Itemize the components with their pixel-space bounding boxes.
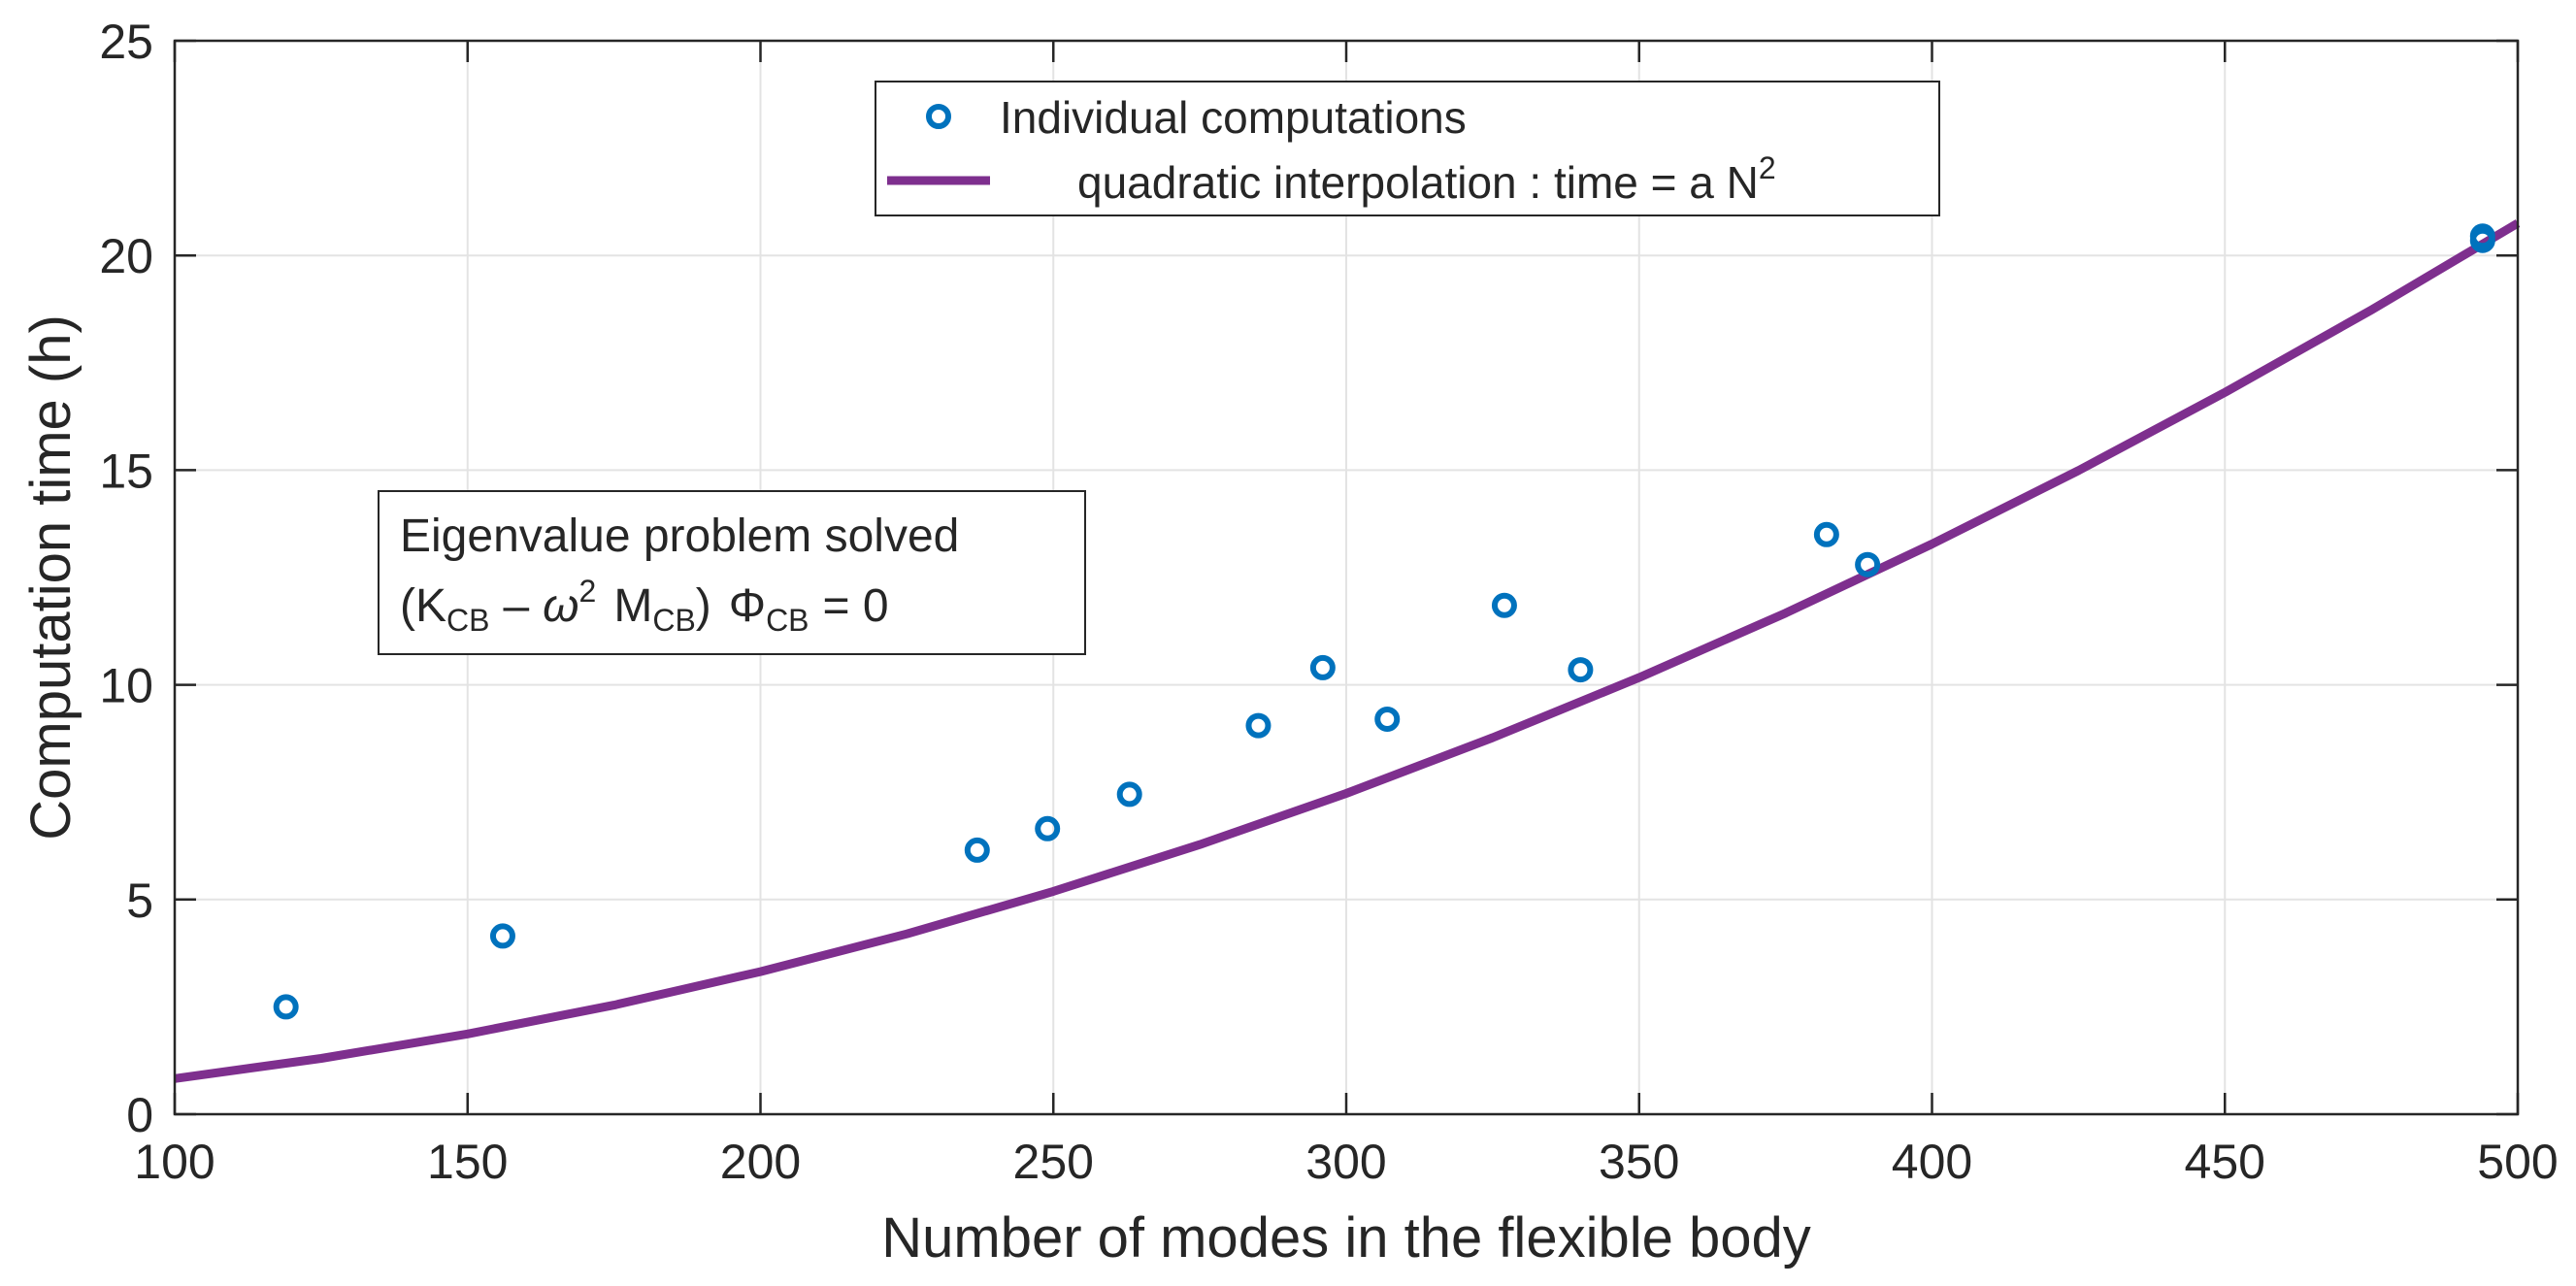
points-layer (273, 223, 2495, 1020)
legend-box (875, 81, 1940, 216)
data-point (1855, 551, 1881, 577)
data-point (964, 837, 990, 863)
tick-labels: 100 150 200 250 300 350 400 450 500 0 5 10 15 20 25 (99, 15, 2558, 1189)
data-point (1116, 781, 1142, 808)
x-tick-label: 400 (1892, 1135, 1972, 1189)
x-tick-label: 250 (1013, 1135, 1094, 1189)
x-tick-label: 150 (427, 1135, 508, 1189)
data-point (1035, 815, 1061, 841)
x-tick-label: 500 (2477, 1135, 2558, 1189)
x-tick-label: 350 (1599, 1135, 1679, 1189)
data-point (2469, 227, 2495, 253)
y-tick-label: 5 (126, 874, 153, 928)
y-tick-label: 0 (126, 1088, 153, 1142)
data-point (489, 923, 515, 949)
data-point (1568, 657, 1594, 683)
y-tick-label: 20 (99, 229, 153, 283)
data-point (1245, 712, 1271, 739)
annotation: Eigenvalue problem solved (KCB – ω2 MCB) ΦCB… (378, 490, 1086, 655)
data-point (273, 994, 299, 1020)
x-tick-label: 300 (1305, 1135, 1386, 1189)
annotation-line-1: Eigenvalue problem solved (400, 511, 959, 562)
data-point (1491, 592, 1517, 618)
data-point (1309, 654, 1336, 680)
ticks (173, 39, 2520, 1116)
y-tick-label: 25 (99, 15, 153, 69)
x-tick-label: 100 (134, 1135, 215, 1189)
legend-marker-points (926, 104, 951, 129)
legend: Individual computations quadratic interp… (875, 81, 1940, 216)
data-point (1813, 521, 1839, 547)
legend-label-fit: quadratic interpolation : time = a N2 (1077, 150, 1776, 208)
x-axis-title: Number of modes in the flexible body (881, 1206, 1811, 1270)
annotation-line-2: (KCB – ω2 MCB) ΦCB = 0 (400, 574, 889, 638)
x-tick-label: 200 (720, 1135, 801, 1189)
x-tick-label: 450 (2185, 1135, 2265, 1189)
fit-layer (174, 219, 2521, 1083)
legend-label-points: Individual computations (1000, 92, 1467, 143)
y-tick-label: 10 (99, 659, 153, 713)
y-axis-title: Computation time (h) (19, 314, 83, 841)
grid (175, 41, 2518, 1114)
annotation-box (378, 490, 1086, 655)
y-tick-label: 15 (99, 444, 153, 498)
legend-fit-superscript: 2 (1759, 150, 1776, 185)
data-point (1374, 706, 1401, 732)
fit-curve (174, 219, 2521, 1083)
